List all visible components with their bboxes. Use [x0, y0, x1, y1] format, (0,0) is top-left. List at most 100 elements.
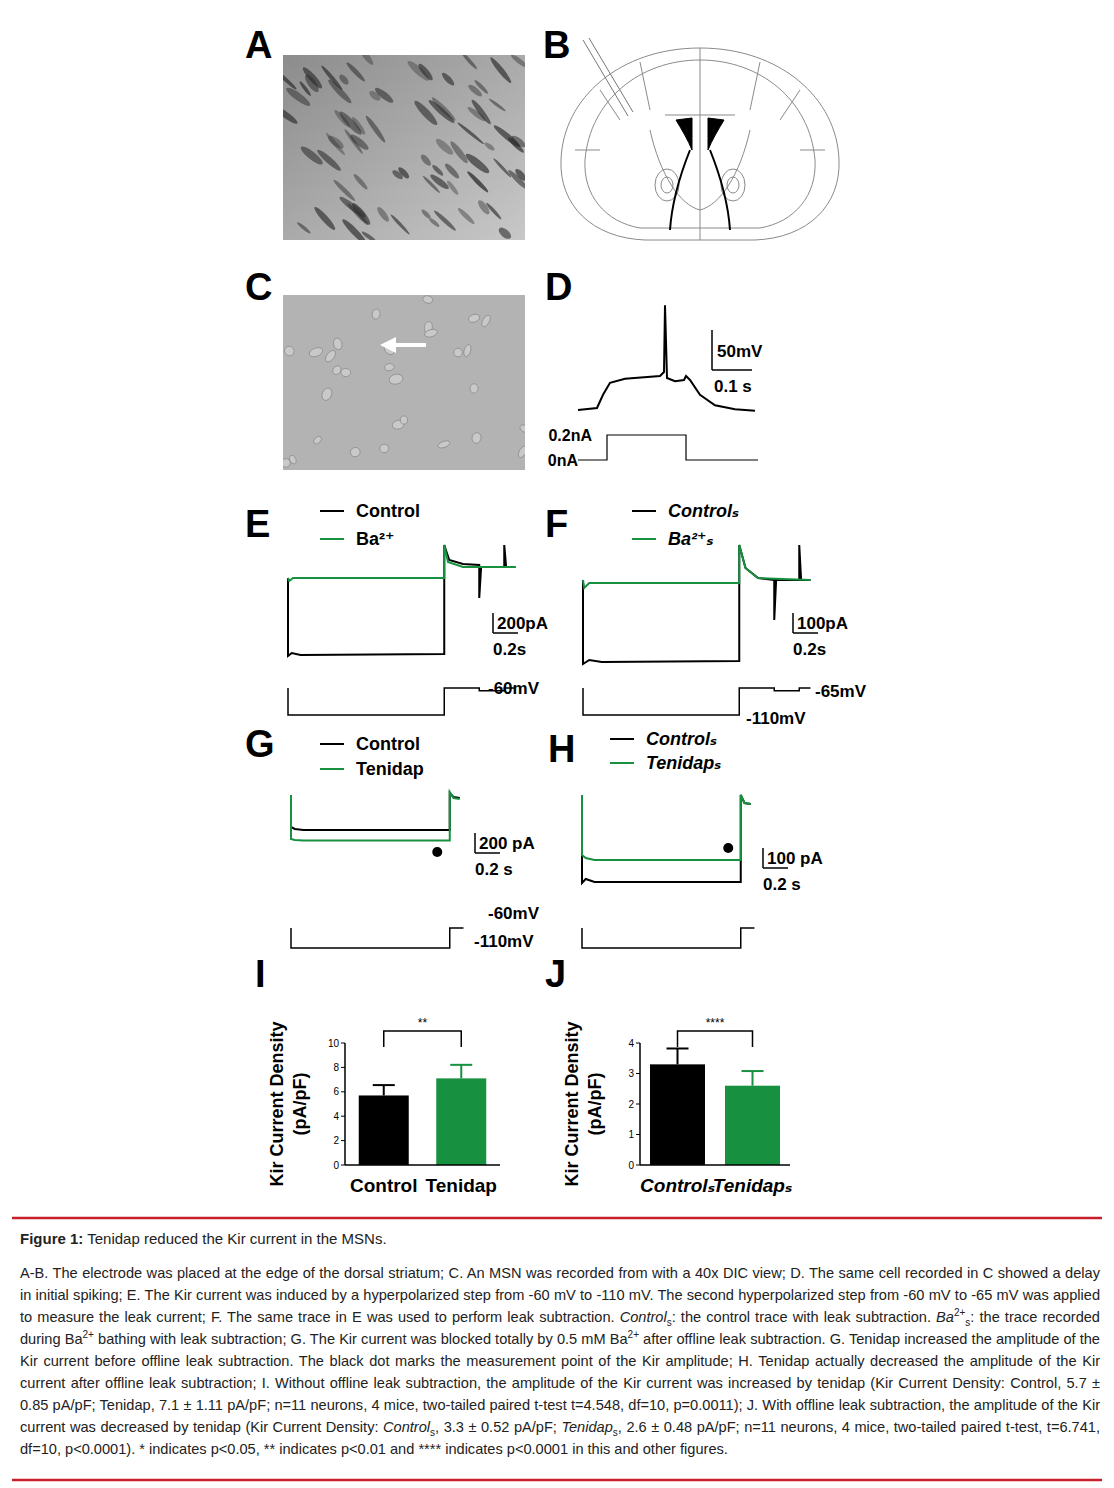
image-a	[283, 55, 525, 240]
electrode	[583, 40, 628, 116]
error-bar	[450, 1065, 472, 1079]
error-line	[383, 1085, 385, 1095]
fiber	[492, 157, 512, 178]
fiber	[350, 201, 373, 227]
scale-bar-voltage	[711, 330, 713, 370]
fiber	[299, 144, 325, 167]
bar	[650, 1064, 705, 1165]
legend-swatch	[320, 743, 344, 745]
y-tick	[636, 1134, 640, 1135]
cell	[283, 344, 296, 358]
caption-run: 2+	[628, 1329, 639, 1340]
category-label: Control	[350, 1175, 418, 1196]
scale-bar-current	[474, 833, 476, 853]
legend-label: Tenidap	[356, 759, 424, 779]
panel-f: ControlₛBa²⁺ₛ-65mV-110mV100pA0.2s	[583, 501, 867, 728]
fiber	[350, 116, 367, 136]
error-bar	[742, 1071, 764, 1086]
cell	[519, 423, 525, 434]
fiber	[284, 85, 312, 108]
caption-run: Control	[383, 1419, 430, 1435]
y-tick-label: 4	[333, 1111, 339, 1122]
cell	[283, 457, 292, 469]
y-tick	[636, 1073, 640, 1074]
y-tick	[341, 1067, 345, 1068]
y-axis-label: Kir Current Density	[267, 1021, 287, 1186]
category-label: Controlₛ	[640, 1175, 715, 1196]
fiber	[326, 78, 353, 106]
panel-label: G	[245, 723, 275, 765]
fiber	[443, 162, 461, 180]
fiber	[345, 61, 367, 83]
fiber	[412, 98, 440, 127]
scale-bar-label: 200 pA	[479, 834, 535, 853]
stimulus-label: 0.2nA	[548, 427, 592, 444]
panel-h: ControlₛTenidapₛ100 pA0.2 s	[582, 729, 823, 948]
y-tick-label: 4	[628, 1038, 634, 1049]
y-tick-label: 6	[333, 1086, 339, 1097]
stimulus-trace	[578, 435, 758, 460]
midline	[700, 48, 701, 240]
y-tick	[636, 1165, 640, 1166]
fiber	[343, 128, 364, 155]
fiber	[283, 103, 299, 126]
figure: ABCDEFGHIJ0.2nA0nA50mV0.1 sControlBa²⁺-6…	[0, 0, 1114, 1488]
y-axis	[344, 1043, 346, 1165]
panel-label: F	[545, 503, 568, 545]
caption-run: s	[667, 1317, 672, 1328]
fiber	[509, 55, 525, 69]
panel-label: C	[245, 266, 272, 308]
legend-label: Ba²⁺	[356, 529, 395, 549]
cell	[437, 439, 451, 449]
scale-bar-time	[712, 369, 752, 371]
scale-bar-label: 0.2 s	[475, 860, 513, 879]
electrode	[589, 38, 633, 112]
fiber	[375, 205, 391, 223]
fiber	[466, 170, 490, 194]
cell	[400, 416, 407, 424]
panel-label: J	[545, 953, 566, 995]
legend-label: Ba²⁺ₛ	[668, 529, 714, 549]
fiber	[337, 109, 364, 137]
fiber	[457, 121, 485, 145]
panel-g: ControlTenidap-60mV-110mV200 pA0.2 s	[291, 734, 540, 951]
current-trace	[583, 545, 811, 664]
panel-label: H	[548, 728, 575, 770]
error-cap	[450, 1064, 472, 1066]
y-tick-label: 10	[328, 1038, 340, 1049]
category-label: Tenidap	[426, 1175, 497, 1196]
y-axis-label: (pA/pF)	[585, 1073, 605, 1136]
y-axis-label: (pA/pF)	[290, 1073, 310, 1136]
error-line	[460, 1065, 462, 1079]
error-line	[677, 1048, 679, 1064]
voltage-protocol	[288, 688, 516, 715]
fiber	[513, 167, 525, 182]
y-tick	[341, 1165, 345, 1166]
cell	[424, 328, 439, 339]
cell	[422, 295, 434, 304]
legend-swatch	[320, 538, 344, 540]
fiber	[507, 136, 525, 154]
panel-label: I	[255, 953, 266, 995]
current-trace	[291, 793, 460, 830]
legend-label: Controlₛ	[668, 501, 739, 521]
caption-run: s	[613, 1427, 618, 1438]
fiber	[497, 225, 513, 240]
fiber	[445, 179, 459, 196]
fiber	[352, 173, 369, 191]
cell	[320, 386, 334, 402]
fiber	[405, 59, 431, 84]
fiber	[456, 206, 476, 225]
cell	[308, 346, 324, 359]
cell	[467, 313, 480, 324]
fiber	[312, 205, 337, 232]
fiber	[320, 64, 344, 91]
fiber	[283, 70, 298, 91]
caption-rule	[12, 1217, 1102, 1220]
error-cap	[742, 1070, 764, 1072]
caption: Figure 1: Tenidap reduced the Kir curren…	[20, 1228, 1100, 1460]
cell	[462, 344, 472, 358]
cell	[470, 384, 479, 394]
fiber	[364, 114, 387, 144]
fiber	[431, 164, 445, 177]
